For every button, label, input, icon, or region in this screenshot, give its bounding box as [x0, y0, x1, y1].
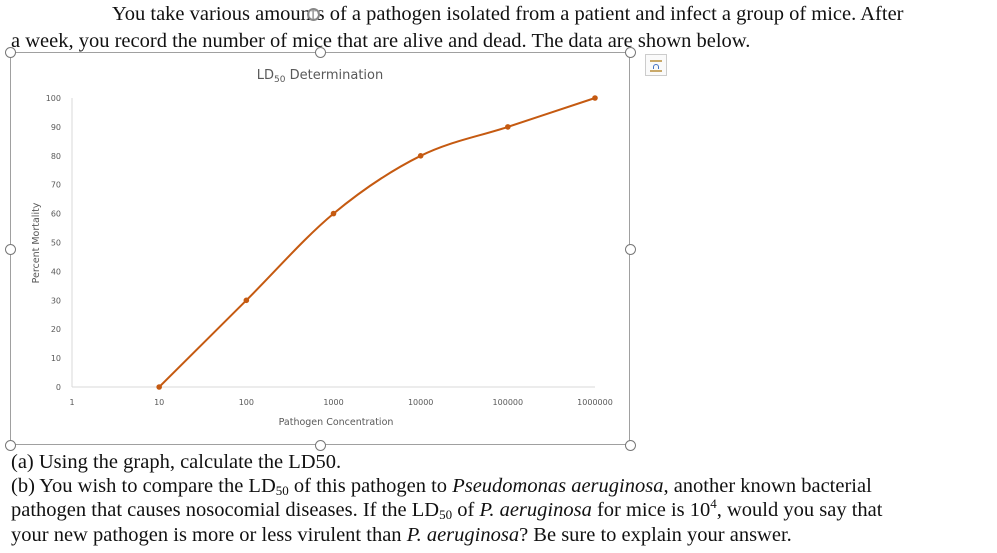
- question-a: (a) Using the graph, calculate the LD50.: [11, 451, 342, 473]
- chart-title: LD50 Determination: [257, 68, 383, 85]
- y-tick-label: 90: [51, 123, 61, 132]
- data-point: [156, 384, 162, 390]
- data-point: [243, 297, 250, 304]
- resize-handle[interactable]: [625, 440, 636, 451]
- data-point: [592, 95, 598, 101]
- x-tick-label: 10000: [408, 398, 433, 407]
- question-b-line-2: pathogen that causes nosocomial diseases…: [11, 496, 883, 522]
- y-tick-label: 60: [51, 210, 61, 219]
- resize-handle[interactable]: [5, 47, 16, 58]
- x-axis-label: Pathogen Concentration: [279, 417, 394, 428]
- y-tick-label: 30: [51, 296, 61, 305]
- resize-handle[interactable]: [5, 440, 16, 451]
- resize-handle[interactable]: [5, 244, 16, 255]
- data-point: [417, 153, 424, 159]
- rotate-handle-icon[interactable]: [307, 8, 320, 21]
- question-b-line-1: (b) You wish to compare the LD50 of this…: [11, 475, 872, 498]
- layout-options-icon[interactable]: [645, 54, 667, 76]
- y-tick-label: 10: [51, 354, 61, 363]
- question-b-line-3: your new pathogen is more or less virule…: [11, 524, 792, 546]
- resize-handle[interactable]: [625, 47, 636, 58]
- resize-handle[interactable]: [625, 244, 636, 255]
- y-tick-label: 20: [51, 325, 61, 334]
- y-tick-label: 70: [51, 181, 61, 190]
- y-tick-label: 100: [46, 94, 61, 103]
- x-tick-label: 100000: [493, 398, 524, 407]
- y-tick-label: 50: [51, 239, 61, 248]
- x-tick-label: 1000: [323, 398, 343, 407]
- y-tick-label: 80: [51, 152, 61, 161]
- resize-handle[interactable]: [315, 440, 326, 451]
- y-tick-label: 40: [51, 267, 61, 276]
- series-line: [158, 97, 596, 388]
- x-tick-label: 1: [69, 398, 74, 407]
- data-point: [505, 124, 511, 130]
- x-tick-label: 10: [154, 398, 164, 407]
- intro-line-2: a week, you record the number of mice th…: [11, 30, 751, 52]
- resize-handle[interactable]: [315, 47, 326, 58]
- y-tick-label: 0: [56, 383, 61, 392]
- x-tick-label: 1000000: [577, 398, 613, 407]
- y-axis-label: Percent Mortality: [31, 202, 42, 283]
- x-tick-label: 100: [239, 398, 254, 407]
- data-point: [330, 210, 337, 217]
